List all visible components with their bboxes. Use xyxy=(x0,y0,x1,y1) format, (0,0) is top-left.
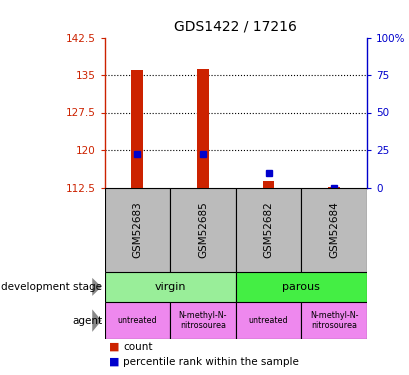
Bar xyxy=(104,188,170,272)
Text: GSM52682: GSM52682 xyxy=(263,201,273,258)
Text: GSM52685: GSM52685 xyxy=(198,201,207,258)
Text: ■: ■ xyxy=(108,357,119,367)
Bar xyxy=(170,188,235,272)
Text: untreated: untreated xyxy=(248,316,288,325)
Text: ■: ■ xyxy=(108,342,119,352)
Bar xyxy=(235,272,366,302)
Bar xyxy=(301,188,366,272)
Bar xyxy=(328,186,339,188)
Title: GDS1422 / 17216: GDS1422 / 17216 xyxy=(174,20,297,33)
Polygon shape xyxy=(92,278,101,296)
Bar xyxy=(235,188,301,272)
Text: GSM52684: GSM52684 xyxy=(328,201,338,258)
Text: N-methyl-N-
nitrosourea: N-methyl-N- nitrosourea xyxy=(309,311,357,330)
Bar xyxy=(301,302,366,339)
Text: count: count xyxy=(123,342,152,352)
Bar xyxy=(131,70,143,188)
Bar xyxy=(262,181,274,188)
Text: N-methyl-N-
nitrosourea: N-methyl-N- nitrosourea xyxy=(178,311,227,330)
Text: parous: parous xyxy=(282,282,319,292)
Bar xyxy=(235,302,301,339)
Text: development stage: development stage xyxy=(2,282,102,292)
Bar xyxy=(197,69,208,188)
Text: untreated: untreated xyxy=(117,316,157,325)
Text: percentile rank within the sample: percentile rank within the sample xyxy=(123,357,298,367)
Polygon shape xyxy=(92,309,101,332)
Text: virgin: virgin xyxy=(154,282,185,292)
Text: GSM52683: GSM52683 xyxy=(132,201,142,258)
Bar xyxy=(170,302,235,339)
Text: agent: agent xyxy=(72,316,102,326)
Bar xyxy=(104,302,170,339)
Bar xyxy=(104,272,235,302)
